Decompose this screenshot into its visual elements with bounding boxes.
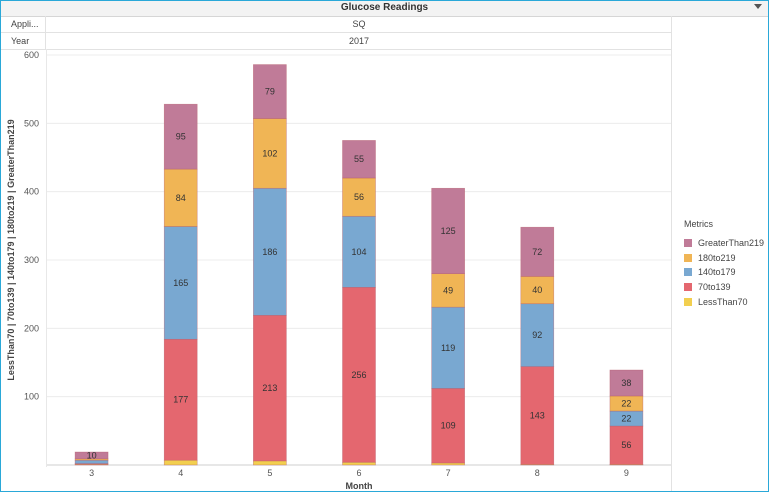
- filter-value: 2017: [348, 36, 370, 46]
- bar-segment: [431, 187, 465, 274]
- bar-data-label: 95: [176, 132, 186, 142]
- filter-label: Year: [1, 33, 46, 49]
- legend-label: 180to219: [698, 252, 736, 263]
- bar-data-label: 38: [621, 378, 631, 388]
- legend-swatch: [684, 268, 692, 277]
- filter-label: Appli...: [1, 16, 46, 32]
- chart-title: Glucose Readings: [340, 2, 429, 13]
- title-bar: Glucose Readings: [1, 1, 768, 17]
- bar-data-label: 104: [351, 247, 366, 257]
- x-tick-label: 9: [624, 468, 629, 478]
- bar-data-label: 143: [530, 410, 545, 420]
- bar-data-label: 10: [87, 450, 97, 460]
- bar-segment: [342, 177, 376, 217]
- bar-segment: [342, 140, 376, 179]
- bar-data-label: 102: [262, 148, 277, 158]
- bar-segment: [609, 369, 644, 397]
- bar-segment: [520, 226, 555, 277]
- filter-row-application: Appli... SQ: [1, 16, 671, 33]
- legend-swatch: [684, 253, 692, 262]
- y-tick-label: 500: [24, 118, 39, 128]
- legend-label: 140to179: [698, 267, 736, 278]
- x-tick-label: 7: [446, 468, 451, 478]
- bar-segment: [74, 459, 109, 464]
- bar-data-label: 177: [173, 395, 188, 405]
- bar-data-label: 22: [621, 414, 631, 424]
- bar-data-label: 56: [621, 440, 631, 450]
- legend-swatch: [684, 283, 692, 292]
- bar-data-label: 22: [621, 399, 631, 409]
- bar-data-label: 56: [354, 192, 364, 202]
- bar-data-label: 84: [176, 193, 186, 203]
- legend-divider: [671, 16, 672, 491]
- legend-item[interactable]: GreaterThan219: [684, 236, 764, 251]
- bar-data-label: 119: [441, 343, 455, 353]
- x-tick-label: 3: [89, 468, 94, 478]
- bar-segment: [253, 64, 287, 119]
- y-tick-label: 600: [24, 50, 39, 60]
- y-tick-label: 200: [24, 323, 39, 333]
- bar-segment: [520, 303, 555, 367]
- y-axis-title: LessThan70 | 70to139 | 140to179 | 180to2…: [6, 119, 16, 380]
- legend-item[interactable]: 140to179: [684, 265, 764, 280]
- bar-segment: [342, 287, 376, 463]
- bar-data-label: 186: [262, 247, 277, 257]
- legend-item[interactable]: LessThan70: [684, 294, 764, 309]
- bar-data-label: 109: [441, 421, 456, 431]
- x-tick-label: 5: [267, 468, 272, 478]
- legend: Metrics GreaterThan219 180to219 140to179 70…: [684, 219, 764, 309]
- bar-data-label: 256: [351, 370, 366, 380]
- chevron-down-icon[interactable]: [754, 4, 762, 9]
- bar-segment: [253, 460, 287, 466]
- bar-segment: [253, 118, 287, 189]
- bar-segment: [431, 306, 465, 389]
- x-tick-label: 8: [535, 468, 540, 478]
- bar-data-label: 49: [443, 285, 453, 295]
- bar-segment: [342, 461, 376, 466]
- filter-value: SQ: [352, 19, 366, 29]
- x-tick-label: 6: [356, 468, 361, 478]
- bar-segment: [253, 187, 287, 316]
- bar-data-label: 125: [441, 226, 456, 236]
- y-tick-label: 100: [24, 392, 39, 402]
- legend-label: LessThan70: [698, 296, 748, 307]
- bar-segment: [342, 215, 376, 288]
- bar-segment: [163, 338, 198, 461]
- legend-swatch: [684, 297, 692, 306]
- bar-segment: [163, 459, 198, 466]
- bar-segment: [163, 103, 198, 170]
- bar-segment: [431, 388, 465, 464]
- y-tick-label: 300: [24, 255, 39, 265]
- axis-divider: [46, 49, 47, 467]
- legend-title: Metrics: [684, 219, 713, 229]
- y-tick-label: 400: [24, 187, 39, 197]
- bar-data-label: 40: [532, 285, 542, 295]
- bar-data-label: 165: [173, 278, 188, 288]
- bar-segment: [431, 462, 465, 466]
- x-tick-label: 4: [178, 468, 183, 478]
- bar-segment: [163, 226, 198, 340]
- legend-item[interactable]: 70to139: [684, 280, 764, 295]
- legend-label: 70to139: [698, 282, 731, 293]
- legend-item[interactable]: 180to219: [684, 251, 764, 266]
- bar-data-label: 72: [532, 247, 542, 257]
- bar-data-label: 213: [262, 383, 277, 393]
- bar-data-label: 55: [354, 154, 364, 164]
- bar-segment: [163, 168, 198, 227]
- bar-segment: [520, 366, 555, 465]
- filter-row-year: Year 2017: [1, 33, 671, 50]
- x-axis-title: Month: [346, 481, 373, 491]
- bar-segment: [74, 451, 109, 460]
- bar-data-label: 92: [532, 330, 542, 340]
- legend-swatch: [684, 239, 692, 248]
- bar-segment: [253, 315, 287, 462]
- bar-data-label: 79: [265, 87, 275, 97]
- legend-label: GreaterThan219: [698, 238, 765, 249]
